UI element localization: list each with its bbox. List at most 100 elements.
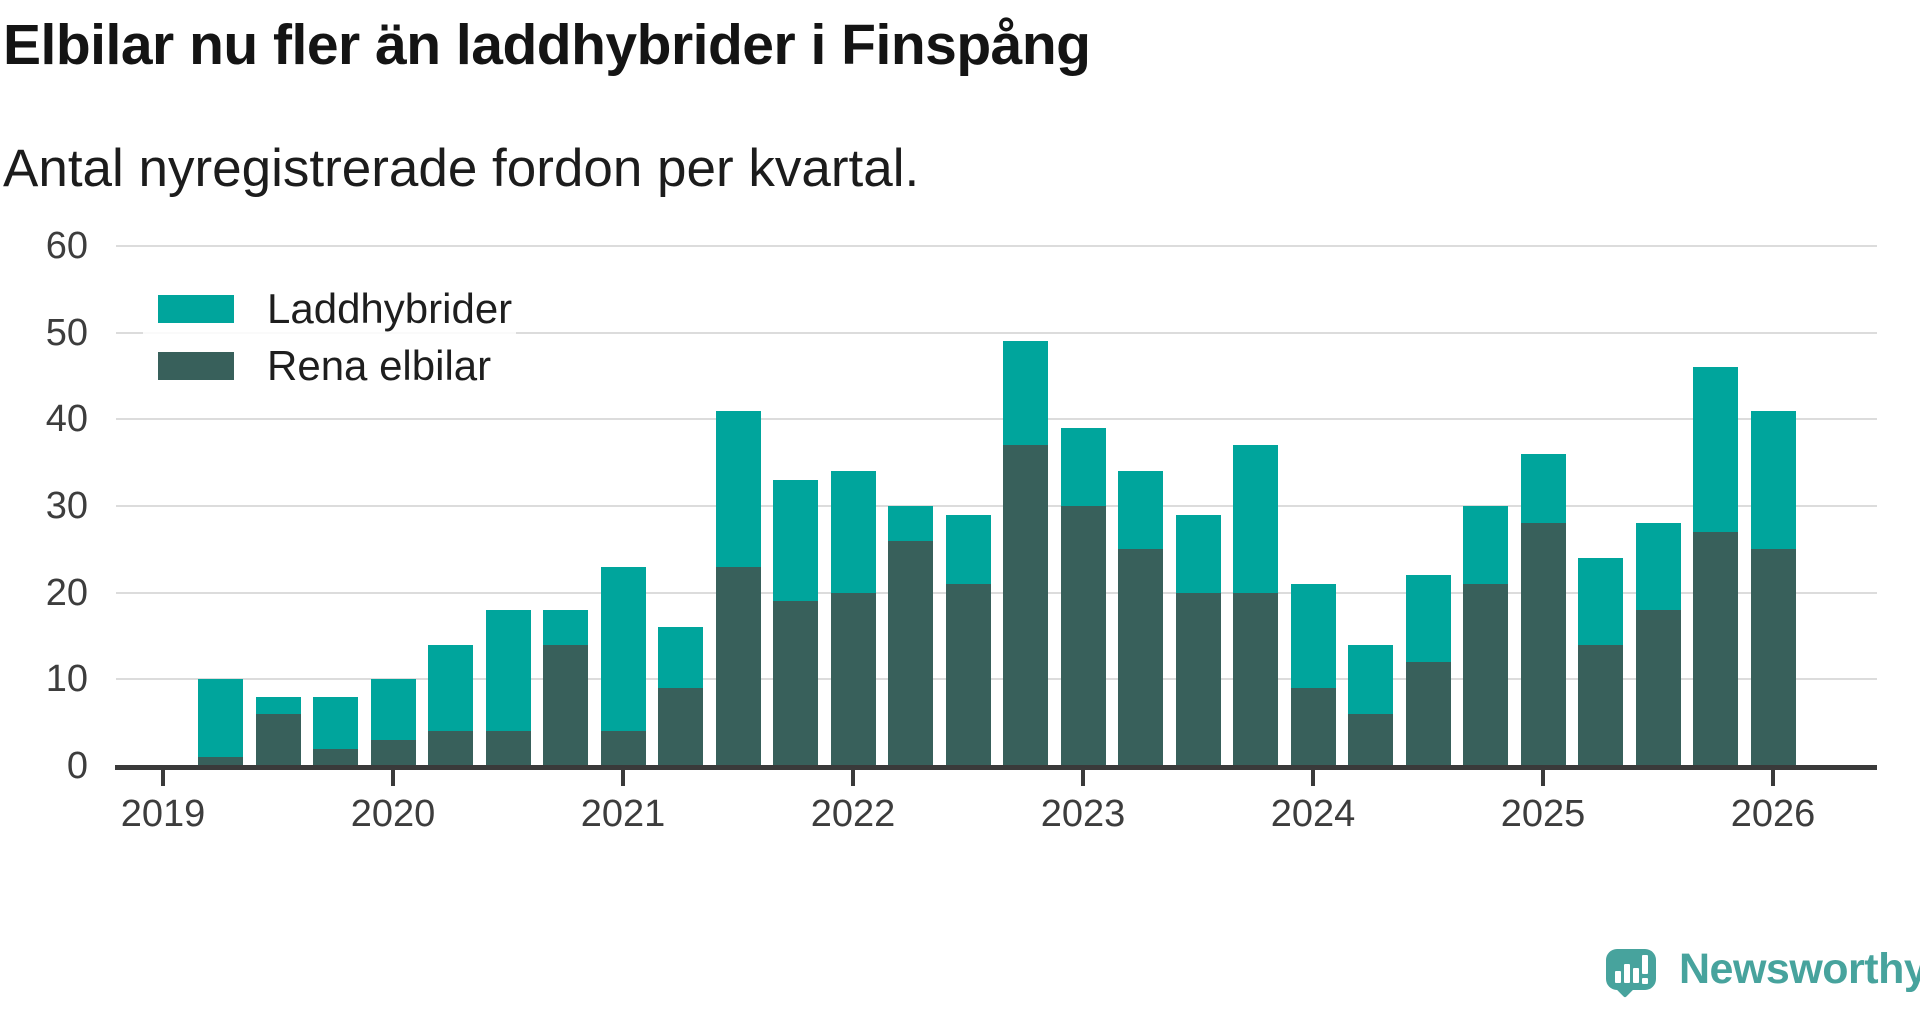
bar-2025-q3 (1635, 246, 1681, 766)
bar-segment-rena_elbilar (370, 740, 416, 766)
bar-segment-laddhybrider (1175, 514, 1221, 593)
bar-segment-laddhybrider (1693, 367, 1738, 532)
bar-segment-laddhybrider (1750, 410, 1796, 550)
x-axis-tick-2025 (1541, 770, 1545, 786)
bar-segment-laddhybrider (1290, 584, 1336, 688)
bar-segment-laddhybrider (888, 506, 933, 541)
legend-item-laddhybrider: Laddhybrider (158, 288, 512, 330)
bar-segment-rena_elbilar (888, 540, 933, 766)
bar-segment-rena_elbilar (600, 731, 646, 766)
gridline-10 (116, 678, 1877, 681)
logo-bar-2 (1624, 964, 1630, 983)
bar-2022-q2 (888, 246, 933, 766)
newsworthy-logo[interactable]: Newsworthy (1606, 948, 1920, 991)
bar-segment-rena_elbilar (1233, 592, 1278, 766)
logo-exclamation-dot (1642, 978, 1648, 984)
gridline-20 (116, 591, 1877, 594)
bar-2021-q4 (773, 246, 818, 766)
y-axis-label-10: 10 (45, 658, 88, 701)
x-axis-label-2025: 2025 (1500, 793, 1586, 835)
bar-2022-q4 (1003, 246, 1048, 766)
x-axis-tick-2022 (851, 770, 855, 786)
bar-segment-laddhybrider (255, 696, 301, 714)
bar-segment-laddhybrider (773, 480, 818, 602)
bar-segment-laddhybrider (1233, 445, 1278, 593)
bar-segment-rena_elbilar (313, 748, 358, 766)
bar-2024-q4 (1463, 246, 1508, 766)
bar-2025-q2 (1578, 246, 1623, 766)
legend-label-laddhybrider: Laddhybrider (267, 285, 513, 332)
bar-2019-q3 (255, 246, 301, 766)
bar-segment-laddhybrider (658, 627, 703, 688)
bar-segment-rena_elbilar (945, 584, 991, 766)
y-axis-label-40: 40 (45, 398, 88, 441)
bar-2026-q1 (1750, 246, 1796, 766)
bar-segment-laddhybrider (1635, 523, 1681, 610)
bar-segment-laddhybrider (715, 410, 761, 567)
bar-segment-rena_elbilar (658, 688, 703, 766)
bar-segment-rena_elbilar (773, 601, 818, 766)
x-axis-label-2022: 2022 (810, 793, 896, 835)
bar-segment-rena_elbilar (830, 592, 876, 766)
bar-2020-q4 (543, 246, 588, 766)
logo-exclamation-bar (1642, 955, 1648, 974)
bar-2021-q2 (658, 246, 703, 766)
bar-segment-rena_elbilar (543, 644, 588, 766)
bar-2020-q1 (370, 246, 416, 766)
x-axis-tick-2020 (391, 770, 395, 786)
bar-2020-q2 (428, 246, 473, 766)
bar-segment-rena_elbilar (1693, 532, 1738, 766)
bar-segment-laddhybrider (198, 679, 243, 758)
legend-item-rena-elbilar: Rena elbilar (158, 345, 491, 387)
x-axis-tick-2023 (1081, 770, 1085, 786)
bar-2021-q3 (715, 246, 761, 766)
bar-2019-q2 (198, 246, 243, 766)
x-axis-tick-2019 (161, 770, 165, 786)
bar-segment-laddhybrider (485, 610, 531, 732)
x-axis-label-2019: 2019 (120, 793, 206, 835)
y-axis-label-60: 60 (45, 225, 88, 267)
y-axis-label-20: 20 (45, 571, 88, 614)
x-axis-line (115, 765, 1877, 770)
y-axis-label-30: 30 (45, 485, 88, 527)
bar-segment-laddhybrider (830, 471, 876, 593)
x-axis-tick-2024 (1311, 770, 1315, 786)
bar-2023-q4 (1233, 246, 1278, 766)
x-axis-label-2023: 2023 (1040, 793, 1126, 835)
x-axis-tick-2026 (1771, 770, 1775, 786)
legend-swatch-rena-elbilar (158, 352, 234, 380)
newsworthy-wordmark: Newsworthy (1679, 945, 1920, 993)
bar-segment-rena_elbilar (715, 566, 761, 766)
logo-bar-3 (1633, 968, 1639, 983)
bar-2019-q4 (313, 246, 358, 766)
bar-segment-rena_elbilar (1405, 662, 1451, 766)
chart-title: Elbilar nu fler än laddhybrider i Finspå… (3, 13, 1091, 77)
bar-segment-laddhybrider (313, 696, 358, 749)
bar-segment-laddhybrider (1348, 644, 1393, 714)
bar-2022-q1 (830, 246, 876, 766)
bar-segment-rena_elbilar (1118, 549, 1163, 766)
gridline-30 (116, 505, 1877, 507)
bar-segment-laddhybrider (600, 566, 646, 732)
gridline-50 (116, 331, 1877, 334)
bar-2023-q3 (1175, 246, 1221, 766)
bar-segment-laddhybrider (945, 514, 991, 584)
x-axis-tick-2021 (621, 770, 625, 786)
bar-segment-rena_elbilar (1750, 549, 1796, 766)
x-axis-label-2024: 2024 (1270, 793, 1356, 835)
x-axis-label-2026: 2026 (1730, 793, 1816, 835)
bar-segment-laddhybrider (1003, 341, 1048, 446)
bar-segment-rena_elbilar (1060, 506, 1106, 766)
bar-segment-rena_elbilar (485, 731, 531, 766)
bar-2020-q3 (485, 246, 531, 766)
bar-2024-q2 (1348, 246, 1393, 766)
bar-2022-q3 (945, 246, 991, 766)
newsworthy-speech-bubble-bar-chart-icon (1606, 949, 1656, 990)
legend: Laddhybrider Rena elbilar (143, 272, 516, 395)
bar-2023-q2 (1118, 246, 1163, 766)
bar-segment-rena_elbilar (1520, 523, 1566, 766)
legend-swatch-laddhybrider (158, 295, 234, 323)
bar-segment-rena_elbilar (1175, 592, 1221, 766)
bar-2025-q4 (1693, 246, 1738, 766)
bar-2023-q1 (1060, 246, 1106, 766)
